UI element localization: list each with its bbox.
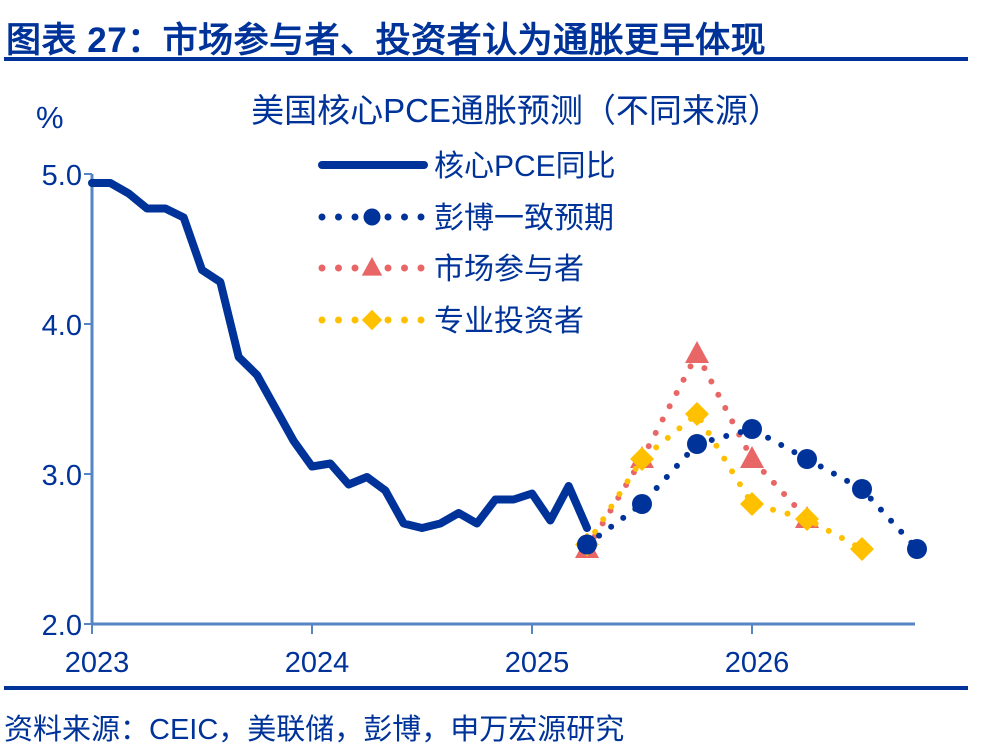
legend-marker <box>363 208 381 226</box>
legend-label: 彭博一致预期 <box>434 202 614 235</box>
y-tick-label: 5.0 <box>42 160 82 192</box>
series-1-point <box>687 434 707 454</box>
series-3-point <box>740 492 764 516</box>
legend-label: 核心PCE同比 <box>434 150 616 183</box>
core-pce-line <box>88 179 591 532</box>
series-1-point <box>577 534 597 555</box>
legend-label: 专业投资者 <box>434 305 584 338</box>
chart-title: 美国核心PCE通胀预测（不同来源） <box>251 92 781 129</box>
series-2-point <box>685 341 709 363</box>
series-1-point <box>742 419 762 439</box>
legend-item: 市场参与者 <box>318 253 584 286</box>
series-3-point <box>850 537 874 561</box>
series-3-dotted-line <box>584 409 865 552</box>
series-3-point <box>630 447 654 471</box>
y-tick-label: 4.0 <box>42 310 82 342</box>
x-tick-label: 2024 <box>285 647 350 679</box>
series-3-point <box>685 402 709 426</box>
series-2-point <box>740 446 764 468</box>
series-1-point <box>632 494 652 514</box>
legend-item: 彭博一致预期 <box>318 202 614 235</box>
y-tick-label: 3.0 <box>42 460 82 492</box>
x-tick-label: 2023 <box>65 647 130 679</box>
y-tick-label: 2.0 <box>42 610 82 642</box>
source-note: 资料来源：CEIC，美联储，彭博，申万宏源研究 <box>4 714 625 746</box>
footer-rule <box>4 686 968 690</box>
y-axis-label: % <box>36 100 64 135</box>
legend-label: 市场参与者 <box>434 253 584 286</box>
legend-item: 专业投资者 <box>318 305 584 338</box>
title-rule <box>4 57 968 61</box>
series-3-point <box>795 507 819 531</box>
legend-marker <box>361 309 383 331</box>
x-tick-label: 2026 <box>725 647 790 679</box>
x-tick-label: 2025 <box>505 647 570 679</box>
series-1-point <box>852 479 872 499</box>
legend-item: 核心PCE同比 <box>318 150 616 183</box>
figure-title: 图表 27：市场参与者、投资者认为通胀更早体现 <box>6 21 767 60</box>
series-1-point <box>797 449 817 469</box>
legend-marker <box>361 256 383 276</box>
series-1-point <box>907 539 927 559</box>
